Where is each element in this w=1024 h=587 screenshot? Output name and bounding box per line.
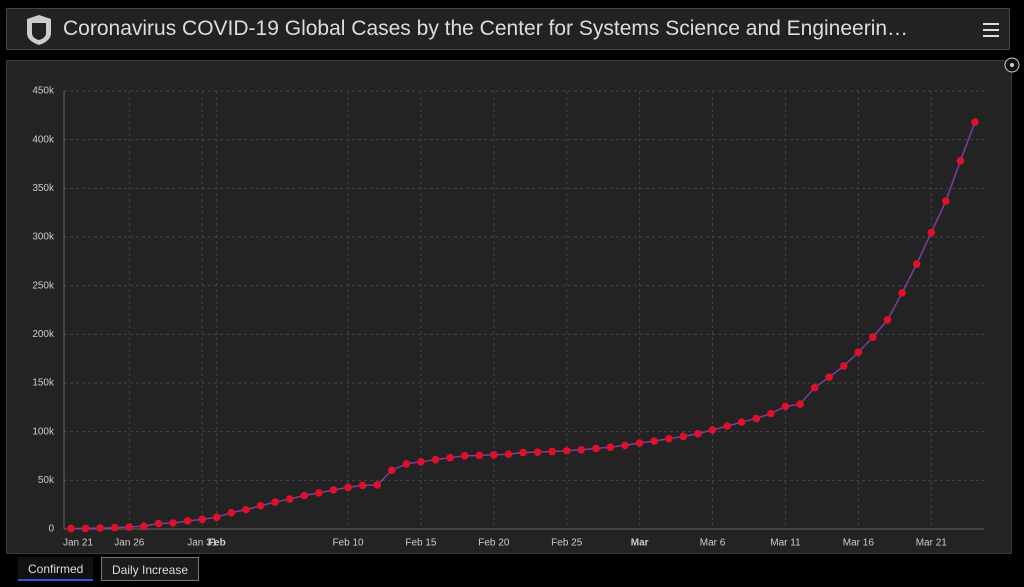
data-point: [883, 316, 892, 324]
data-point: [796, 400, 804, 408]
x-tick-label: Feb 15: [405, 538, 437, 549]
data-point: [621, 441, 629, 450]
data-point: [898, 289, 906, 297]
y-tick-label: 0: [48, 524, 54, 535]
data-point: [650, 437, 659, 445]
y-tick-label: 400k: [32, 134, 55, 145]
data-point: [490, 451, 498, 459]
logo: [27, 15, 51, 45]
x-tick-label: Mar: [631, 538, 649, 549]
data-point: [402, 460, 411, 468]
data-point: [592, 444, 600, 453]
data-point: [460, 452, 469, 460]
data-point: [154, 519, 163, 528]
data-point: [825, 373, 833, 381]
data-point: [300, 491, 309, 500]
data-point: [475, 451, 484, 460]
y-tick-label: 150k: [32, 378, 55, 389]
data-point: [854, 348, 863, 357]
data-point: [373, 481, 381, 489]
x-tick-label: Jan 26: [114, 538, 144, 549]
x-tick-label: Mar 16: [843, 538, 875, 549]
data-point: [533, 448, 542, 456]
data-point: [227, 508, 236, 517]
data-point: [723, 422, 731, 430]
data-point: [912, 260, 921, 268]
data-point: [781, 402, 790, 411]
data-point: [81, 524, 90, 533]
data-point: [956, 157, 965, 165]
data-point: [431, 455, 440, 464]
y-tick-label: 450k: [32, 86, 55, 97]
data-point: [329, 486, 338, 494]
chart-panel: 0 50k 100k 150k 200k 250k 300k 350k 400k 450k Jan …: [6, 60, 1012, 554]
data-point: [140, 522, 148, 530]
data-point: [198, 515, 207, 524]
y-tick-label: 350k: [32, 183, 55, 194]
x-tick-label: Feb 25: [551, 538, 583, 549]
menu-icon[interactable]: [981, 21, 1001, 39]
x-tick-label: Feb 20: [478, 538, 510, 549]
line: [70, 121, 976, 530]
data-point: [315, 489, 323, 497]
x-tick-label: Mar 11: [770, 538, 801, 549]
data-point: [767, 409, 775, 418]
x-tick-label: Jan 31: [187, 538, 217, 549]
data-point: [242, 505, 250, 514]
data-point: [971, 118, 979, 126]
data-point: [737, 418, 746, 426]
data-point: [358, 481, 367, 490]
y-tick-label: 300k: [32, 232, 55, 243]
data-point: [96, 524, 104, 532]
y-tick-label: 200k: [32, 329, 55, 340]
x-tick-label: Mar 21: [916, 538, 948, 549]
title: Coronavirus COVID-19 Global Cases by the…: [63, 17, 909, 40]
data-point: [752, 414, 761, 423]
y-tick-label: 100k: [32, 426, 55, 437]
data-point: [271, 498, 279, 506]
data-point: [213, 513, 221, 522]
data-point: [446, 453, 454, 462]
x-tick-label: Feb 10: [332, 538, 364, 549]
data-point: [169, 519, 177, 527]
data-point: [67, 524, 75, 533]
data-point: [927, 228, 936, 237]
data-point: [665, 434, 673, 443]
tab[interactable]: Daily Increase: [101, 557, 200, 581]
header-bar: Coronavirus COVID-19 Global Cases by the…: [6, 8, 1010, 50]
data-point: [504, 450, 513, 459]
data-point: [256, 501, 265, 510]
data-point: [839, 362, 848, 370]
data-point: [344, 483, 352, 492]
data-point: [679, 432, 688, 441]
data-point: [606, 443, 615, 451]
data-point: [562, 446, 571, 455]
tab[interactable]: Confirmed: [18, 557, 94, 581]
data-point: [417, 458, 425, 466]
data-point: [110, 523, 119, 532]
x-tick-label: Jan 21: [63, 538, 93, 549]
data-point: [577, 445, 586, 454]
x-tick-label: Mar 6: [700, 538, 726, 549]
data-point: [810, 383, 819, 392]
y-tick-label: 50k: [38, 475, 55, 486]
data-point: [635, 439, 644, 447]
expand-icon[interactable]: [1003, 56, 1021, 74]
data-point: [942, 197, 950, 205]
data-point: [387, 466, 396, 475]
data-point: [183, 517, 192, 525]
data-point: [125, 523, 134, 531]
data-point: [694, 429, 702, 438]
data-point: [519, 448, 527, 457]
data-point: [285, 495, 294, 503]
y-tick-label: 250k: [32, 280, 55, 291]
chart: 0 50k 100k 150k 200k 250k 300k 350k 400k 450k Jan …: [32, 86, 984, 549]
data-point: [708, 426, 717, 434]
x-tick-label: Feb: [208, 538, 226, 549]
data-point: [548, 447, 556, 456]
data-point: [869, 333, 877, 341]
